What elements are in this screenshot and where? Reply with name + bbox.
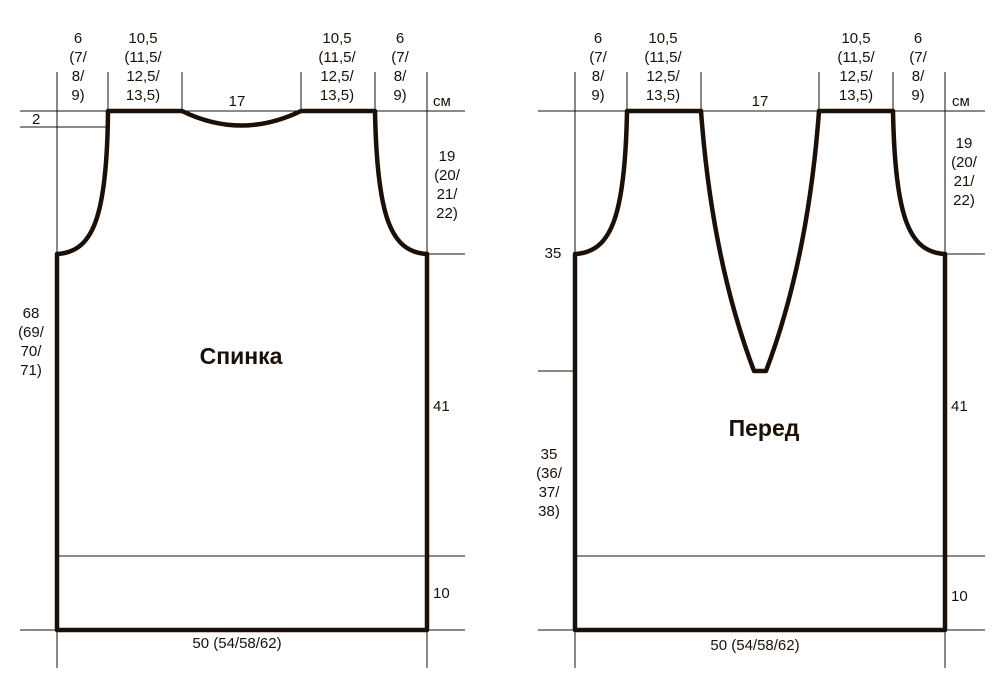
svg-text:68: 68 [23, 305, 40, 322]
front-outline [572, 108, 948, 633]
back-outline [54, 108, 430, 633]
svg-text:37/: 37/ [539, 484, 561, 501]
back-unit-label: см [433, 93, 451, 110]
svg-text:(20/: (20/ [434, 167, 461, 184]
front-unit-label: см [952, 93, 970, 110]
svg-text:12,5/: 12,5/ [126, 68, 160, 85]
svg-text:(11,5/: (11,5/ [837, 49, 875, 66]
svg-text:(11,5/: (11,5/ [318, 49, 356, 66]
svg-text:10,5: 10,5 [841, 30, 870, 47]
svg-text:10,5: 10,5 [128, 30, 157, 47]
back-right-slope-label: 10,5 (11,5/ 12,5/ 13,5) [318, 30, 356, 104]
svg-text:22): 22) [953, 192, 975, 209]
svg-text:8/: 8/ [912, 68, 925, 85]
front-width-label: 50 (54/58/62) [710, 637, 799, 654]
front-left-slope-label: 10,5 (11,5/ 12,5/ 13,5) [644, 30, 682, 104]
svg-text:10,5: 10,5 [648, 30, 677, 47]
back-width-label: 50 (54/58/62) [192, 635, 281, 652]
back-title: Спинка [200, 343, 283, 369]
svg-text:12,5/: 12,5/ [839, 68, 873, 85]
svg-text:13,5): 13,5) [839, 87, 873, 104]
svg-text:6: 6 [74, 30, 82, 47]
svg-text:9): 9) [591, 87, 604, 104]
front-side-length-label: 41 [951, 398, 968, 415]
svg-text:22): 22) [436, 205, 458, 222]
svg-text:21/: 21/ [954, 173, 976, 190]
svg-text:21/: 21/ [437, 186, 459, 203]
back-total-length-label: 68 (69/ 70/ 71) [18, 305, 45, 379]
back-neck-width-label: 17 [229, 93, 246, 110]
front-title: Перед [729, 415, 800, 441]
svg-text:(11,5/: (11,5/ [644, 49, 682, 66]
front-left-shoulder-label: 6 (7/ 8/ 9) [589, 30, 607, 104]
front-rib-height-label: 10 [951, 588, 968, 605]
svg-text:(7/: (7/ [69, 49, 87, 66]
svg-text:12,5/: 12,5/ [646, 68, 680, 85]
front-right-slope-label: 10,5 (11,5/ 12,5/ 13,5) [837, 30, 875, 104]
svg-text:(7/: (7/ [391, 49, 409, 66]
svg-text:12,5/: 12,5/ [320, 68, 354, 85]
front-armhole-depth-label: 19 (20/ 21/ 22) [951, 135, 978, 209]
back-piece: Спинка 6 (7/ 8/ 9) 10,5 (11,5/ 12,5/ 13,… [18, 30, 465, 668]
back-side-length-label: 41 [433, 398, 450, 415]
svg-text:(7/: (7/ [909, 49, 927, 66]
svg-text:13,5): 13,5) [320, 87, 354, 104]
svg-text:9): 9) [393, 87, 406, 104]
svg-text:71): 71) [20, 362, 42, 379]
svg-text:(36/: (36/ [536, 465, 563, 482]
svg-text:(20/: (20/ [951, 154, 978, 171]
svg-text:35: 35 [541, 446, 558, 463]
svg-text:19: 19 [956, 135, 973, 152]
svg-text:(11,5/: (11,5/ [124, 49, 162, 66]
back-neck-depth-label: 2 [32, 111, 40, 128]
back-left-shoulder-label: 6 (7/ 8/ 9) [69, 30, 87, 104]
svg-text:8/: 8/ [592, 68, 605, 85]
svg-text:(7/: (7/ [589, 49, 607, 66]
svg-text:8/: 8/ [394, 68, 407, 85]
svg-text:70/: 70/ [21, 343, 43, 360]
back-rib-height-label: 10 [433, 585, 450, 602]
front-neck-depth-label: 35 [545, 245, 562, 262]
back-right-shoulder-label: 6 (7/ 8/ 9) [391, 30, 409, 104]
svg-text:6: 6 [594, 30, 602, 47]
svg-text:38): 38) [538, 503, 560, 520]
svg-text:13,5): 13,5) [646, 87, 680, 104]
front-right-shoulder-label: 6 (7/ 8/ 9) [909, 30, 927, 104]
svg-text:13,5): 13,5) [126, 87, 160, 104]
svg-text:6: 6 [396, 30, 404, 47]
back-left-slope-label: 10,5 (11,5/ 12,5/ 13,5) [124, 30, 162, 104]
back-armhole-depth-label: 19 (20/ 21/ 22) [434, 148, 461, 222]
svg-text:19: 19 [439, 148, 456, 165]
front-lower-length-label: 35 (36/ 37/ 38) [536, 446, 563, 520]
svg-text:(69/: (69/ [18, 324, 45, 341]
front-neck-width-label: 17 [752, 93, 769, 110]
front-piece: Перед 6 (7/ 8/ 9) 10,5 (11,5/ 12,5/ 13,5… [536, 30, 985, 668]
svg-text:8/: 8/ [72, 68, 85, 85]
svg-text:9): 9) [911, 87, 924, 104]
svg-text:6: 6 [914, 30, 922, 47]
svg-text:10,5: 10,5 [322, 30, 351, 47]
back-dimension-lines [20, 72, 465, 668]
svg-text:9): 9) [71, 87, 84, 104]
